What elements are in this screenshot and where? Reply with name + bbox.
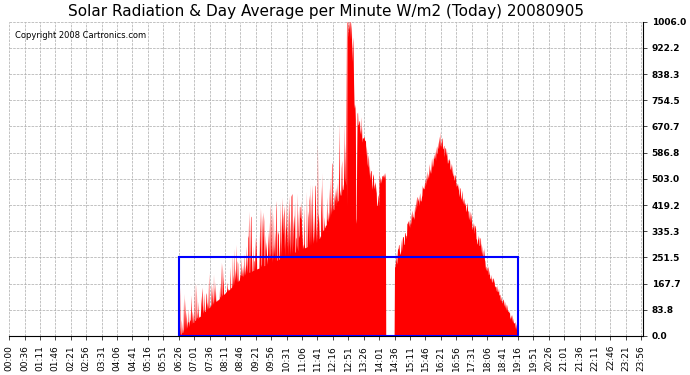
Text: Copyright 2008 Cartronics.com: Copyright 2008 Cartronics.com <box>15 31 146 40</box>
Bar <box>179 257 518 336</box>
Title: Solar Radiation & Day Average per Minute W/m2 (Today) 20080905: Solar Radiation & Day Average per Minute… <box>68 4 584 19</box>
